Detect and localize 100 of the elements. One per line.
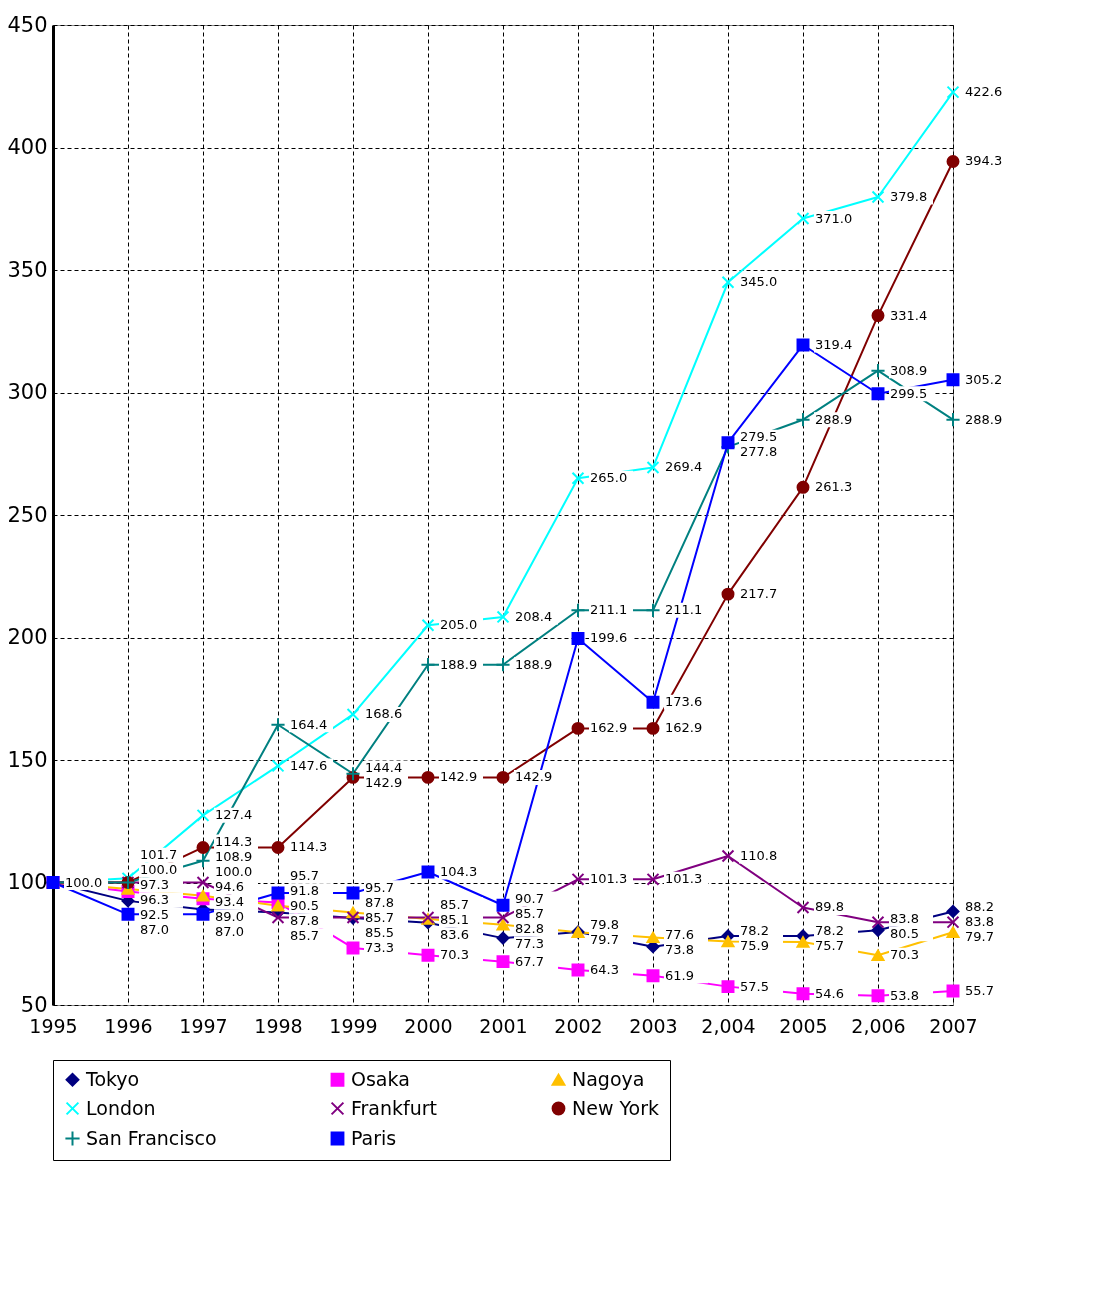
data-label: 142.9 — [515, 769, 553, 785]
data-label: 87.8 — [290, 913, 319, 929]
data-label: 217.7 — [740, 586, 778, 602]
data-label: 261.3 — [815, 479, 853, 495]
legend-label: Osaka — [351, 1067, 410, 1090]
data-label: 95.7 — [365, 879, 394, 895]
legend-label: Frankfurt — [351, 1096, 438, 1119]
data-label: 319.4 — [815, 336, 853, 352]
y-tick-label: 250 — [7, 502, 48, 527]
data-label: 85.1 — [440, 911, 469, 927]
data-label: 371.0 — [815, 210, 853, 226]
data-label: 96.3 — [140, 892, 169, 908]
data-label: 75.7 — [815, 938, 844, 954]
data-label: 77.3 — [515, 935, 544, 951]
data-label: 269.4 — [665, 459, 703, 475]
data-label: 199.6 — [590, 630, 628, 646]
data-label: 75.9 — [740, 938, 769, 954]
data-label: 173.6 — [665, 694, 703, 710]
data-label: 85.5 — [365, 924, 394, 940]
data-label: 305.2 — [965, 371, 1003, 387]
data-label: 90.7 — [515, 890, 544, 906]
data-label: 85.7 — [290, 928, 319, 944]
data-label: 80.5 — [890, 925, 919, 941]
data-label: 108.9 — [215, 848, 253, 864]
data-label: 100.0 — [65, 874, 103, 890]
data-label: 277.8 — [740, 444, 778, 460]
data-label: 104.3 — [440, 863, 478, 879]
x-tick-label: 1998 — [254, 1014, 303, 1037]
y-tick-label: 50 — [20, 992, 48, 1017]
data-label: 89.0 — [215, 908, 244, 924]
x-tick-label: 2002 — [554, 1014, 603, 1037]
data-label: 164.4 — [290, 716, 328, 732]
data-label: 73.3 — [365, 939, 394, 955]
data-label: 188.9 — [440, 656, 478, 672]
legend-label: San Francisco — [86, 1126, 217, 1149]
data-label: 61.9 — [665, 967, 694, 983]
legend-label: Tokyo — [85, 1067, 140, 1090]
data-label: 331.4 — [890, 307, 928, 323]
data-label: 144.4 — [365, 760, 403, 776]
data-label: 208.4 — [515, 608, 553, 624]
data-label: 101.7 — [140, 847, 178, 863]
data-label: 265.0 — [590, 470, 628, 486]
data-label: 73.8 — [665, 941, 694, 957]
data-label: 79.8 — [590, 916, 619, 932]
data-label: 64.3 — [590, 961, 619, 977]
x-tick-label: 2,004 — [701, 1014, 756, 1037]
legend-label: New York — [572, 1096, 660, 1119]
x-tick-label: 1999 — [329, 1014, 378, 1037]
data-label: 91.8 — [290, 883, 319, 899]
y-tick-label: 150 — [7, 747, 48, 772]
y-tick-label: 450 — [7, 12, 48, 37]
x-tick-label: 2,006 — [851, 1014, 906, 1037]
data-label: 83.8 — [890, 910, 919, 926]
x-tick-label: 1996 — [104, 1014, 153, 1037]
y-tick-label: 350 — [7, 257, 48, 282]
x-tick-label: 1995 — [29, 1014, 78, 1037]
data-label: 288.9 — [965, 411, 1003, 427]
x-tick-label: 2000 — [404, 1014, 453, 1037]
data-label: 114.3 — [290, 839, 328, 855]
data-label: 93.4 — [215, 893, 244, 909]
legend-label: London — [86, 1096, 156, 1119]
x-tick-label: 2001 — [479, 1014, 528, 1037]
data-label: 70.3 — [890, 947, 919, 963]
data-label: 55.7 — [965, 983, 994, 999]
data-label: 147.6 — [290, 757, 328, 773]
data-label: 394.3 — [965, 153, 1003, 169]
data-label: 100.0 — [215, 863, 253, 879]
data-label: 101.3 — [665, 871, 703, 887]
data-label: 114.3 — [215, 833, 253, 849]
legend-label: Paris — [351, 1126, 397, 1149]
data-label: 85.7 — [365, 909, 394, 925]
data-label: 87.0 — [140, 922, 169, 938]
data-label: 162.9 — [665, 720, 703, 736]
data-label: 92.5 — [140, 907, 169, 923]
y-tick-label: 200 — [7, 625, 48, 649]
data-label: 188.9 — [515, 656, 553, 672]
data-label: 54.6 — [815, 985, 844, 1001]
data-label: 87.0 — [215, 923, 244, 939]
data-label: 94.6 — [215, 878, 244, 894]
data-label: 85.7 — [440, 896, 469, 912]
data-label: 205.0 — [440, 617, 478, 633]
data-label: 100.0 — [140, 862, 178, 878]
data-label: 67.7 — [515, 953, 544, 969]
data-label: 83.8 — [965, 913, 994, 929]
data-label: 211.1 — [590, 602, 628, 618]
data-label: 78.2 — [740, 923, 769, 939]
data-label: 288.9 — [815, 411, 853, 427]
data-label: 308.9 — [890, 362, 928, 378]
legend-label: Nagoya — [572, 1067, 645, 1090]
data-label: 79.7 — [965, 928, 994, 944]
data-label: 79.7 — [590, 931, 619, 947]
data-label: 101.3 — [590, 871, 628, 887]
data-label: 70.3 — [440, 947, 469, 963]
data-label: 142.9 — [365, 775, 403, 791]
data-label: 97.3 — [140, 877, 169, 893]
data-label: 53.8 — [890, 987, 919, 1003]
data-label: 83.6 — [440, 926, 469, 942]
data-label: 82.8 — [515, 920, 544, 936]
data-label: 299.5 — [890, 385, 928, 401]
data-label: 110.8 — [740, 848, 778, 864]
